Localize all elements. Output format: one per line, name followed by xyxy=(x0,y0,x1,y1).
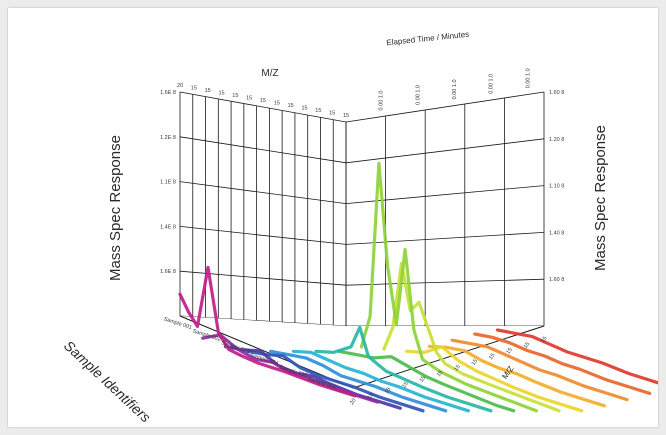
time-top-tick-label: 0.00 1.0 xyxy=(489,74,495,94)
mz-bottom-tick-label: 15 xyxy=(436,370,444,378)
mz-top-tick-label: 15 xyxy=(329,111,335,117)
right-z-tick-label: 1.10 8 xyxy=(549,184,564,190)
series-line xyxy=(337,349,516,413)
time-top-tick-label: 0.00 1.0 xyxy=(415,85,421,105)
right-z-tick-label: 1.20 8 xyxy=(549,137,564,143)
mz-bottom-tick-label: 15 xyxy=(419,375,427,383)
chart-traces xyxy=(178,161,658,413)
right-z-tick-label: 1.60 8 xyxy=(549,90,564,96)
back-wall xyxy=(180,92,346,326)
time-top-tick-label: 0.00 1.0 xyxy=(452,79,458,99)
back-wall-gridline-horizontal xyxy=(179,181,347,204)
left-z-tick-label: 1.2E 8 xyxy=(160,135,176,141)
series-line xyxy=(473,332,652,395)
right-z-tick-label: 1.60 8 xyxy=(549,277,564,283)
side-wall-gridline-horizontal xyxy=(345,91,545,123)
mz-top-tick-label: 15 xyxy=(315,108,321,114)
series-line xyxy=(382,261,561,413)
left-z-tick-label: 1.4E 8 xyxy=(160,224,176,230)
side-wall-gridline-horizontal xyxy=(345,278,545,286)
mz-bottom-tick-label: 15 xyxy=(523,341,531,349)
back-wall-gridline-horizontal xyxy=(179,226,347,245)
time-top-tick-label: 0.00 1.0 xyxy=(379,91,385,111)
mz-bottom-tick-label: 15 xyxy=(401,381,409,389)
mz-bottom-tick-label: 15 xyxy=(540,336,548,344)
side-wall-gridline-horizontal xyxy=(345,138,545,164)
mz-top-tick-label: 15 xyxy=(191,86,197,92)
series-line xyxy=(291,349,470,413)
bottom-axis-title: M/Z xyxy=(500,364,515,381)
series-line xyxy=(495,328,658,385)
series-line xyxy=(246,349,425,413)
right-z-tick-label: 1.40 8 xyxy=(549,230,564,236)
right-axis-title: Mass Spec Response xyxy=(592,125,609,271)
back-wall-gridline-horizontal xyxy=(179,136,347,164)
mz-top-tick-label: 15 xyxy=(343,113,349,119)
chart-grid xyxy=(179,91,545,389)
side-wall-gridline-horizontal xyxy=(345,232,545,245)
series-line xyxy=(359,161,538,413)
mz-top-tick-label: 20 xyxy=(177,83,183,89)
mz-bottom-tick-label: 15 xyxy=(471,358,479,366)
mz-top-tick-label: 15 xyxy=(260,98,266,104)
mz-bottom-tick-label: 15 xyxy=(367,392,375,400)
chart-walls xyxy=(180,92,544,326)
side-wall xyxy=(346,92,544,326)
series-line xyxy=(269,349,448,413)
floor xyxy=(180,316,544,388)
waterfall-chart: 1.6E 8 1.4E 8 1.1E 8 1.2E 8 1.6E 8 1.60 8 1.40… xyxy=(61,30,658,425)
left-axis-title: Mass Spec Response xyxy=(107,135,124,281)
time-top-tick-label: 0.00 1.0 xyxy=(525,68,531,88)
back-wall-axis-title: M/Z xyxy=(261,68,278,79)
left-z-tick-label: 1.1E 8 xyxy=(160,180,176,186)
side-wall-axis-title: Elapsed Time / Minutes xyxy=(386,30,470,48)
mz-top-tick-label: 15 xyxy=(232,93,238,99)
left-z-tick-label: 1.6E 8 xyxy=(160,90,176,96)
mz-bottom-tick-label: 15 xyxy=(384,386,392,394)
side-wall-gridline-horizontal xyxy=(345,185,545,204)
series-line xyxy=(427,344,606,408)
series-line xyxy=(450,338,629,402)
series-line xyxy=(178,265,357,398)
mz-bottom-tick-label: 15 xyxy=(488,353,496,361)
mz-top-tick-label: 15 xyxy=(218,91,224,97)
chart-frame: 1.6E 8 1.4E 8 1.1E 8 1.2E 8 1.6E 8 1.60 8 1.40… xyxy=(8,8,658,427)
mz-top-tick-label: 15 xyxy=(301,106,307,112)
mz-top-tick-label: 15 xyxy=(246,96,252,102)
mz-top-tick-label: 15 xyxy=(274,101,280,107)
mz-bottom-tick-label: 15 xyxy=(505,347,513,355)
back-wall-gridline-horizontal xyxy=(179,91,347,123)
series-line xyxy=(405,345,584,413)
left-z-tick-label: 1.6E 8 xyxy=(160,269,176,275)
floor-edge-right xyxy=(352,325,545,389)
mz-bottom-tick-label: 20 xyxy=(349,398,357,406)
mz-top-tick-label: 15 xyxy=(205,88,211,94)
series-line xyxy=(314,325,493,413)
mz-top-tick-label: 15 xyxy=(288,103,294,109)
depth-axis-title: Sample Identifiers xyxy=(61,337,154,425)
mz-bottom-tick-label: 15 xyxy=(453,364,461,372)
